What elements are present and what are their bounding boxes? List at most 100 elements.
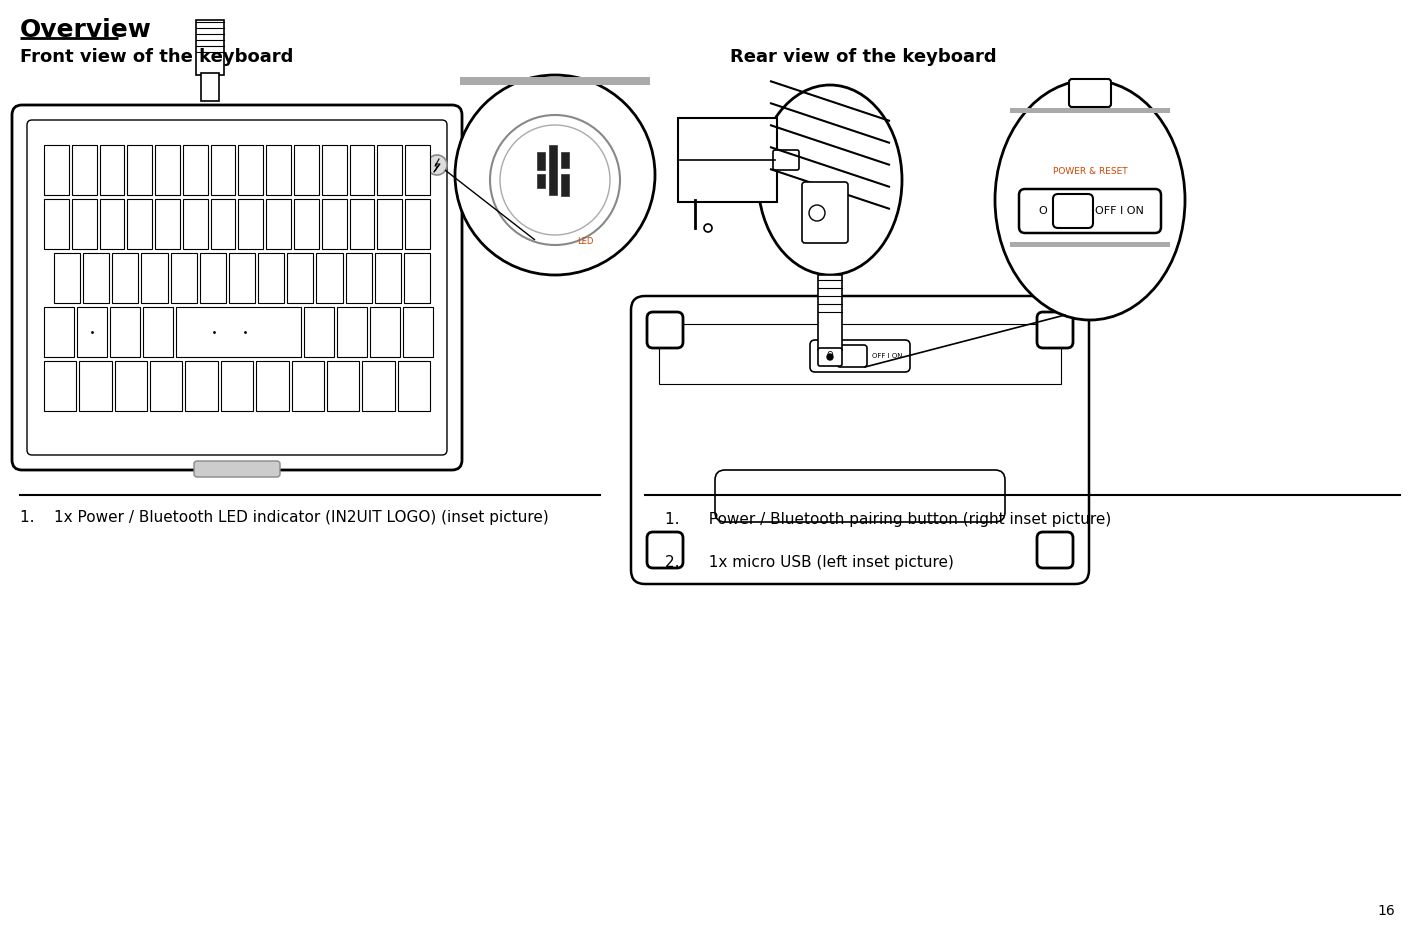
FancyBboxPatch shape [27,120,447,455]
FancyBboxPatch shape [200,253,227,303]
FancyBboxPatch shape [176,307,302,357]
FancyBboxPatch shape [1010,242,1170,247]
FancyBboxPatch shape [79,361,112,411]
FancyBboxPatch shape [142,253,167,303]
FancyBboxPatch shape [54,253,81,303]
FancyBboxPatch shape [337,307,367,357]
FancyBboxPatch shape [156,199,180,249]
FancyBboxPatch shape [304,307,334,357]
FancyBboxPatch shape [44,307,74,357]
Circle shape [704,224,712,232]
Text: O: O [1038,206,1048,216]
FancyBboxPatch shape [647,532,683,568]
FancyBboxPatch shape [76,307,108,357]
FancyBboxPatch shape [350,199,374,249]
FancyBboxPatch shape [1054,194,1093,228]
Text: 2.      1x micro USB (left inset picture): 2. 1x micro USB (left inset picture) [666,555,954,570]
FancyBboxPatch shape [44,361,76,411]
FancyBboxPatch shape [362,361,395,411]
FancyBboxPatch shape [72,145,96,195]
FancyBboxPatch shape [156,145,180,195]
FancyBboxPatch shape [561,174,569,196]
Circle shape [809,205,826,221]
FancyBboxPatch shape [44,199,69,249]
FancyBboxPatch shape [84,253,109,303]
Circle shape [500,125,610,235]
FancyBboxPatch shape [266,199,292,249]
Text: LED: LED [576,237,593,246]
Circle shape [428,155,447,175]
FancyBboxPatch shape [183,199,208,249]
FancyBboxPatch shape [678,118,777,202]
FancyBboxPatch shape [321,145,347,195]
FancyBboxPatch shape [99,145,125,195]
FancyBboxPatch shape [837,345,867,367]
FancyBboxPatch shape [810,340,910,372]
FancyBboxPatch shape [170,253,197,303]
FancyBboxPatch shape [404,253,430,303]
FancyBboxPatch shape [1069,79,1112,107]
FancyBboxPatch shape [537,174,545,188]
FancyBboxPatch shape [11,105,462,470]
FancyBboxPatch shape [211,145,235,195]
FancyBboxPatch shape [110,307,140,357]
Text: OFF I ON: OFF I ON [872,353,902,359]
FancyBboxPatch shape [321,199,347,249]
FancyBboxPatch shape [1037,532,1073,568]
FancyBboxPatch shape [561,152,569,168]
FancyBboxPatch shape [256,361,289,411]
FancyBboxPatch shape [327,361,360,411]
FancyBboxPatch shape [185,361,218,411]
FancyBboxPatch shape [127,199,152,249]
FancyBboxPatch shape [398,361,430,411]
FancyBboxPatch shape [801,182,848,243]
FancyBboxPatch shape [292,361,324,411]
FancyBboxPatch shape [773,150,799,170]
FancyBboxPatch shape [1020,189,1161,233]
FancyBboxPatch shape [183,145,208,195]
FancyBboxPatch shape [287,253,313,303]
Text: O: O [827,352,833,360]
FancyBboxPatch shape [370,307,399,357]
FancyBboxPatch shape [537,152,545,170]
FancyBboxPatch shape [1037,312,1073,348]
FancyBboxPatch shape [221,361,253,411]
FancyBboxPatch shape [346,253,371,303]
FancyBboxPatch shape [647,312,683,348]
FancyBboxPatch shape [405,199,430,249]
Text: Overview: Overview [20,18,152,42]
Text: Rear view of the keyboard: Rear view of the keyboard [731,48,997,66]
Circle shape [827,354,833,360]
FancyBboxPatch shape [715,470,1005,522]
FancyBboxPatch shape [378,145,402,195]
Ellipse shape [995,80,1185,320]
FancyBboxPatch shape [375,253,401,303]
Text: OFF I ON: OFF I ON [1095,206,1144,216]
FancyBboxPatch shape [44,145,69,195]
Text: 1.    1x Power / Bluetooth LED indicator (IN2UIT LOGO) (inset picture): 1. 1x Power / Bluetooth LED indicator (I… [20,510,549,525]
Circle shape [455,75,656,275]
Ellipse shape [758,85,902,275]
FancyBboxPatch shape [229,253,255,303]
FancyBboxPatch shape [460,77,650,85]
FancyBboxPatch shape [238,199,263,249]
FancyBboxPatch shape [295,199,319,249]
FancyBboxPatch shape [266,145,292,195]
FancyBboxPatch shape [150,361,183,411]
Text: 16: 16 [1378,904,1395,918]
FancyBboxPatch shape [112,253,139,303]
FancyBboxPatch shape [405,145,430,195]
FancyBboxPatch shape [72,199,96,249]
Text: POWER & RESET: POWER & RESET [1052,168,1127,177]
Text: Front view of the keyboard: Front view of the keyboard [20,48,293,66]
FancyBboxPatch shape [201,73,219,101]
FancyBboxPatch shape [238,145,263,195]
FancyBboxPatch shape [211,199,235,249]
FancyBboxPatch shape [818,275,843,350]
Text: 1.      Power / Bluetooth pairing button (right inset picture): 1. Power / Bluetooth pairing button (rig… [666,512,1112,527]
FancyBboxPatch shape [194,461,280,477]
Circle shape [490,115,620,245]
FancyBboxPatch shape [350,145,374,195]
FancyBboxPatch shape [1010,108,1170,113]
FancyBboxPatch shape [658,324,1061,384]
